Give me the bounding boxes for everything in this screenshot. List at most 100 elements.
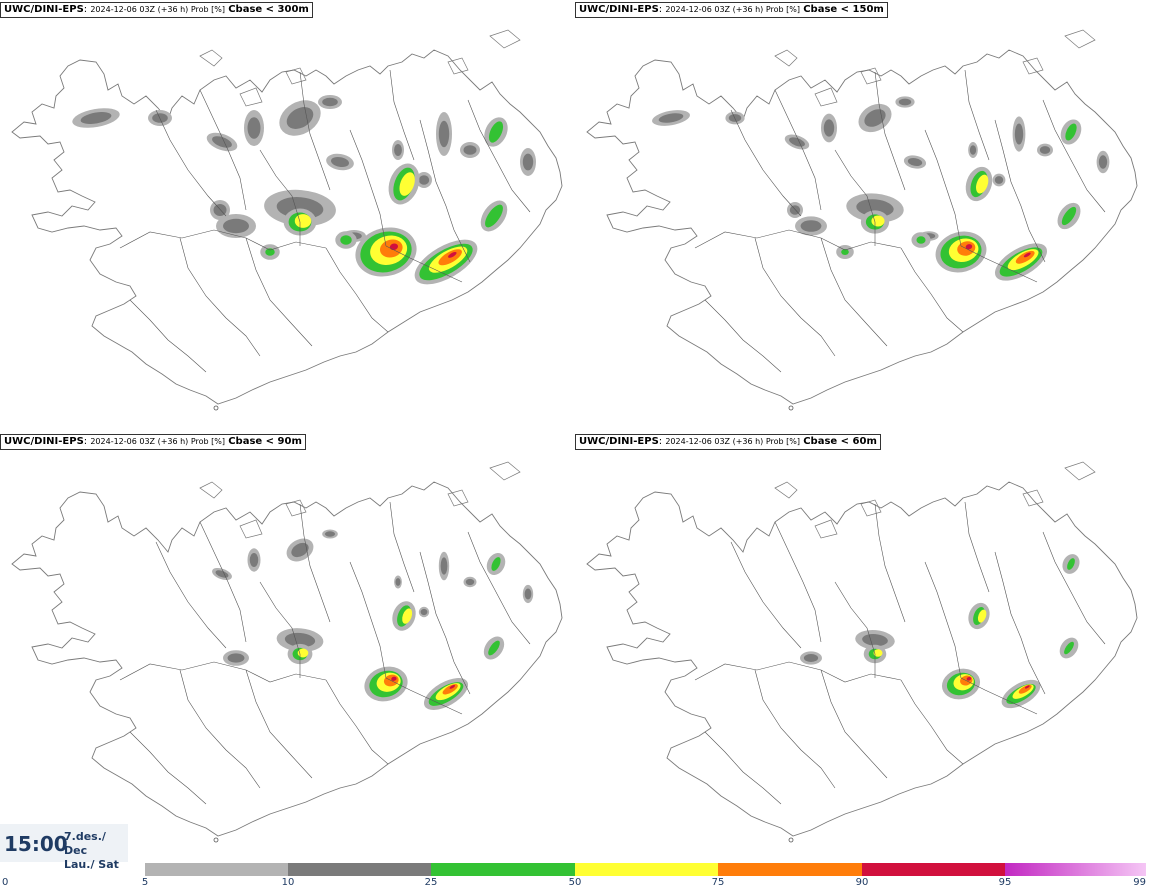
road-or-boundary-line [704,299,782,373]
prob-10-25-area [1039,146,1051,154]
legend-tick-label: 95 [998,877,1012,888]
prob-10-25-area [394,144,402,156]
road-or-boundary-line [299,503,331,623]
lake-outline [285,499,307,517]
prob-10-25-area [856,199,894,217]
prob-10-25-area [800,220,822,232]
road-or-boundary-line [385,245,463,283]
iceland-map [586,461,1138,843]
lake-outline [774,49,798,67]
prob-contour-level-1 [916,236,926,244]
legend-bin [288,863,431,876]
road-or-boundary-line [924,561,962,679]
road-or-boundary-line [199,89,247,211]
road-or-boundary-line [900,247,964,333]
lake-outline [489,29,521,49]
road-or-boundary-line [730,109,802,217]
legend-bin [431,863,575,876]
road-or-boundary-line [874,503,906,623]
lake-outline [1064,29,1096,49]
lake-outline [814,519,838,539]
island-outline [213,837,219,843]
road-or-boundary-line [419,551,471,695]
lake-outline [239,519,263,539]
prob-contour-level-1 [265,248,275,256]
prob-10-25-area [658,113,684,123]
map-panel-cbase-60: UWC/DINI-EPS: 2024-12-06 03Z (+36 h) Pro… [575,432,1150,862]
lake-outline [860,499,882,517]
road-or-boundary-line [924,129,962,247]
road-or-boundary-line [179,237,261,357]
legend-bin [145,863,288,876]
road-or-boundary-line [1042,531,1106,645]
island-outline [788,405,794,411]
parameter-label: Cbase < 90m [228,436,302,447]
road-or-boundary-line [245,669,313,779]
road-or-boundary-line [964,69,990,161]
road-or-boundary-line [774,521,822,643]
prob-contour-level-4 [1023,252,1031,258]
prob-contour-level-4 [448,251,457,258]
road-or-boundary-line [820,669,888,779]
valid-date: 7.des./ Dec Lau./ Sat [64,830,128,872]
road-or-boundary-line [774,89,822,211]
legend-tick-label: 90 [855,877,869,888]
model-name: UWC/DINI-EPS [4,436,84,447]
prob-contour-level-2 [297,648,309,658]
lake-outline [1022,57,1044,75]
prob-contour-level-4 [965,244,973,250]
road-or-boundary-line [299,71,331,191]
prob-contour-level-2 [873,649,883,657]
road-or-boundary-line [704,731,782,805]
prob-contour-level-1 [488,640,500,656]
prob-10-25-area [284,632,316,648]
road-or-boundary-line [1042,99,1106,213]
legend-tick-label: 75 [711,877,725,888]
prob-10-25-area [463,145,477,155]
legend-tick-label: 25 [424,877,438,888]
road-or-boundary-line [119,661,327,683]
island-outline [213,405,219,411]
prob-10-25-area [823,119,835,137]
lake-outline [774,481,798,499]
road-or-boundary-line [694,661,902,683]
prob-10-25-area [969,145,977,155]
prob-contour-level-4 [966,676,972,681]
prob-contour-level-2 [976,174,989,194]
valid-time-box: 15:00 7.des./ Dec Lau./ Sat [0,824,128,871]
lake-outline [199,481,223,499]
legend-tick-label: 99 [1133,877,1146,888]
prob-10-25-area [907,158,923,166]
prob-10-25-area [418,175,430,185]
panel-title: UWC/DINI-EPS: 2024-12-06 03Z (+36 h) Pro… [0,434,306,450]
island-outline [788,837,794,843]
road-or-boundary-line [389,69,415,161]
lake-outline [199,49,223,67]
prob-10-25-area [803,654,819,662]
legend-bin [1005,863,1146,876]
legend-tick-label: 0 [2,877,9,888]
iceland-map [11,461,563,843]
road-or-boundary-line [245,237,313,347]
prob-contour-level-2 [402,608,413,624]
road-or-boundary-line [155,109,227,217]
road-or-boundary-line [467,531,531,645]
prob-contour-level-2 [977,609,987,623]
road-or-boundary-line [349,561,387,679]
prob-contour-level-1 [488,121,504,143]
road-or-boundary-line [259,581,301,678]
prob-contour-level-2 [399,172,415,196]
run-info: 2024-12-06 03Z (+36 h) Prob [%] [665,5,801,14]
model-name: UWC/DINI-EPS [579,436,659,447]
date-line-1: 7.des./ Dec [64,830,106,857]
prob-10-25-area [286,107,314,129]
map-panel-cbase-300: UWC/DINI-EPS: 2024-12-06 03Z (+36 h) Pro… [0,0,575,430]
road-or-boundary-line [199,521,247,643]
prob-10-25-area [395,578,401,586]
lake-outline [814,87,838,107]
prob-contour-level-1 [841,248,849,256]
run-info: 2024-12-06 03Z (+36 h) Prob [%] [665,437,801,446]
road-or-boundary-line [259,149,301,246]
prob-contour-level-1 [485,204,503,228]
prob-contour-level-4 [1024,685,1030,689]
